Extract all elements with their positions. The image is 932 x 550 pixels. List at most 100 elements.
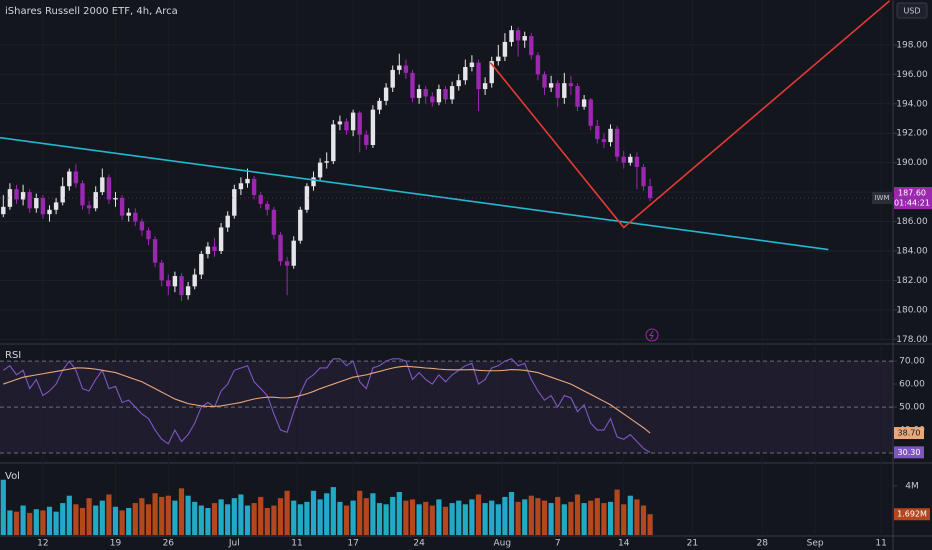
candle-body [548,83,554,88]
candle-body [218,227,224,251]
candle-body [555,83,560,98]
volume-bar [627,495,633,535]
y-tick-label: 198.00 [896,40,928,50]
candle-body [86,205,92,209]
volume-bar [258,496,264,535]
candle-body [482,83,488,90]
candle-body [529,36,534,56]
volume-bar [594,498,600,535]
volume-bar [436,499,442,535]
y-tick-label: 186.00 [896,217,928,227]
candle-body [80,183,85,206]
volume-bar [574,494,581,535]
candle-body [535,55,541,75]
volume-bar [581,503,587,535]
candle-body [423,89,428,97]
candle-body [509,30,514,42]
volume-bar [139,498,145,535]
candle-body [337,121,343,125]
candle-body [139,221,145,231]
candle-body [304,186,310,210]
volume-bar [211,503,218,535]
candle-body [522,36,527,41]
candle-body [1,206,6,215]
currency-box[interactable] [896,2,928,19]
volume-bar [310,490,317,535]
candle-body [364,134,369,146]
candle-body [416,89,422,98]
volume-bar [40,510,46,535]
x-tick-label: 12 [37,539,48,549]
y-tick-label: 178.00 [896,335,928,345]
indicator-line [3,365,651,434]
volume-bar [502,496,508,535]
volume-bar [442,506,449,535]
volume-bar [403,500,409,535]
volume-bar [152,493,158,535]
volume-title: Vol [5,471,20,482]
candle-body [126,212,131,216]
price-tag [894,186,932,209]
volume-bar [185,495,191,535]
candle-body [496,56,501,62]
volume-bar [317,499,323,535]
y-tick-label: 184.00 [896,246,928,256]
candle-body [119,197,125,216]
volume-bar [93,505,99,535]
x-tick-label: 19 [110,539,122,549]
volume-bar [66,495,72,535]
candle-body [93,192,98,209]
candle-body [410,72,415,98]
y-tick-label: 182.00 [896,276,928,286]
volume-bar [231,498,237,535]
candle-body [436,89,442,103]
rsi-title: RSI [5,350,21,361]
y-tick-label: 190.00 [896,158,928,168]
indicator-tag [894,446,924,459]
volume-bar [225,504,231,535]
volume-bar [112,506,119,535]
candle-body [185,286,191,296]
candle-body [443,89,448,100]
candle-body [34,197,39,209]
candle-body [634,156,640,168]
candle-body [14,189,19,200]
x-tick-label: 17 [347,539,358,549]
candle-body [146,230,151,240]
candle-body [595,125,600,140]
candle-body [317,162,323,178]
volume-bar [647,514,653,535]
indicator-tag-label: 38.70 [898,429,921,438]
volume-bar [357,490,363,535]
candle-body [199,253,204,275]
x-tick-label: 7 [555,539,561,549]
volume-bar [159,496,165,535]
volume-bar [614,489,620,535]
volume-bar [350,500,356,535]
volume-bar [475,494,482,535]
candle-body [575,86,580,107]
grid [0,44,897,487]
chart-title: iShares Russell 2000 ETF, 4h, Arca [5,6,178,17]
candle-body [106,177,112,200]
x-tick-label: 28 [757,539,769,549]
volume-bar [33,509,39,535]
candle-body [502,41,508,57]
candle-body [377,100,382,110]
volume-bar [271,505,277,535]
volume-bar [27,512,33,535]
candle-body [370,109,376,146]
candle-body [628,156,633,163]
candle-body [298,209,303,241]
volume-bar [284,490,290,535]
volume-bar [86,498,92,535]
volume-bar [561,504,567,535]
volume-bar [205,507,211,535]
currency: USD [903,7,920,16]
event-icon[interactable] [645,328,659,342]
candle-body [225,215,230,228]
candle-body [647,186,653,198]
candle-body [166,280,171,287]
plot [0,0,893,535]
candle-body [430,96,435,103]
